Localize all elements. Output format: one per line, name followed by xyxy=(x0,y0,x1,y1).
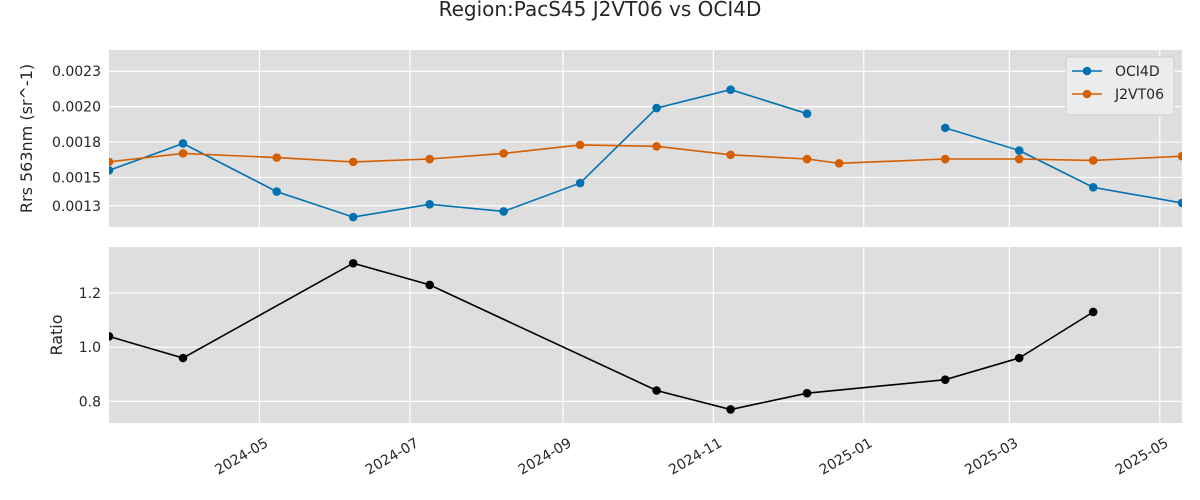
x-tick-label: 2024-07 xyxy=(363,435,422,478)
data-point xyxy=(726,150,735,160)
data-point xyxy=(1177,151,1182,161)
series-j2vt06 xyxy=(109,140,1182,168)
series-oci4d xyxy=(109,85,1182,222)
series-ratio xyxy=(109,258,1098,414)
legend-marker xyxy=(1082,66,1092,76)
data-point xyxy=(1088,183,1098,192)
y-axis-label: Rrs 563nm (sr^-1) xyxy=(17,64,36,213)
data-point xyxy=(178,353,188,363)
data-point xyxy=(802,388,812,398)
data-point xyxy=(652,141,661,151)
data-point xyxy=(726,405,735,414)
data-point xyxy=(109,166,114,175)
data-point xyxy=(425,154,434,164)
data-point xyxy=(940,154,950,164)
legend-label: OCI4D xyxy=(1115,64,1160,80)
data-point xyxy=(1014,353,1024,363)
data-point xyxy=(499,149,508,158)
plot-background xyxy=(109,50,1182,227)
data-point xyxy=(425,280,434,290)
panel-1: 0.0013 0.0015 0.0018 0.0020 0.0023 Rrs 563nm … xyxy=(17,50,1182,227)
y-tick-label: 1.0 xyxy=(79,340,101,356)
data-point xyxy=(109,157,114,167)
series-line xyxy=(109,262,1094,411)
x-tick-label: 2024-05 xyxy=(212,435,271,478)
data-point xyxy=(1088,307,1098,317)
data-point xyxy=(348,258,358,268)
plot-background xyxy=(109,247,1182,423)
data-point xyxy=(575,178,585,188)
data-point xyxy=(348,212,358,222)
legend: OCI4D J2VT06 xyxy=(1065,56,1175,116)
panel-2: 0.8 1.0 1.2 Ratio xyxy=(47,247,1182,423)
data-point xyxy=(940,123,950,133)
legend-label: J2VT06 xyxy=(1114,87,1164,103)
data-point xyxy=(940,375,950,384)
data-point xyxy=(834,158,844,168)
x-tick-label: 2025-05 xyxy=(1113,435,1172,478)
data-point xyxy=(178,139,188,148)
data-point xyxy=(109,332,114,341)
chart-panels: 0.0013 0.0015 0.0018 0.0020 0.0023 Rrs 563nm … xyxy=(17,50,1182,423)
y-tick-label: 0.8 xyxy=(79,394,101,410)
series-layer xyxy=(109,258,1098,414)
x-axis: 2024-05 2024-07 2024-09 2024-11 2025-01 2025-… xyxy=(212,435,1171,478)
data-point xyxy=(1088,156,1098,165)
y-tick-label: 0.0023 xyxy=(52,64,101,80)
data-point xyxy=(348,157,358,167)
data-point xyxy=(1177,198,1182,208)
legend-marker xyxy=(1082,89,1092,99)
x-tick-label: 2024-11 xyxy=(666,435,725,478)
data-point xyxy=(425,200,434,209)
x-tick-label: 2025-03 xyxy=(962,435,1021,478)
data-point xyxy=(1014,154,1024,164)
data-point xyxy=(178,149,188,158)
chart-title: Region:PacS45 J2VT06 vs OCI4D xyxy=(439,0,762,21)
data-point xyxy=(802,109,812,119)
y-tick-label: 0.0020 xyxy=(52,100,101,116)
data-point xyxy=(802,154,812,164)
data-point xyxy=(272,187,282,196)
data-point xyxy=(1014,146,1024,155)
y-tick-label: 0.0013 xyxy=(52,199,101,215)
x-tick-label: 2024-09 xyxy=(516,435,575,478)
data-point xyxy=(575,140,585,150)
data-point xyxy=(272,153,282,162)
data-point xyxy=(652,386,661,395)
series-layer xyxy=(109,85,1182,222)
y-tick-label: 0.0015 xyxy=(52,170,101,186)
x-tick-label: 2025-01 xyxy=(817,435,876,478)
y-tick-label: 1.2 xyxy=(79,286,101,302)
data-point xyxy=(499,207,508,216)
data-point xyxy=(652,103,661,113)
y-axis-label: Ratio xyxy=(47,314,66,355)
series-line xyxy=(109,88,1182,218)
y-tick-label: 0.0018 xyxy=(52,135,101,151)
data-point xyxy=(726,85,735,94)
